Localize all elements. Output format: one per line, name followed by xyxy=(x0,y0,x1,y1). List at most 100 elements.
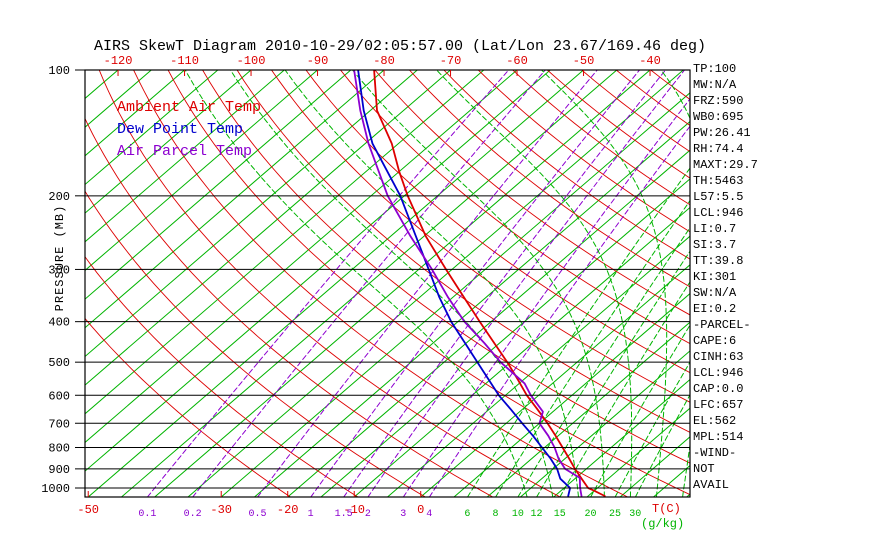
stats-line: L57:5.5 xyxy=(693,190,744,204)
isotherm-line xyxy=(254,120,690,497)
mixing-ratio-line xyxy=(192,70,546,497)
mixing-ratio-line xyxy=(367,70,685,497)
isotherm-line xyxy=(420,264,690,497)
dry-adiabat-line xyxy=(202,70,690,464)
isotherm-line xyxy=(87,70,584,497)
temp-axis-unit-label: T(C) xyxy=(652,502,681,516)
stats-line: PW:26.41 xyxy=(693,126,751,140)
isotherm-line xyxy=(121,70,618,497)
isotherm-line xyxy=(85,70,185,157)
isotherm-line xyxy=(653,464,690,497)
mixing-ratio-line xyxy=(402,98,690,497)
dry-adiabat-line xyxy=(167,70,690,496)
moist-adiabat-line xyxy=(351,70,605,497)
mixing-ratio-line xyxy=(517,226,690,497)
stats-line: KI:301 xyxy=(693,270,737,284)
isotherm-line xyxy=(553,378,690,497)
pressure-tick-label: 800 xyxy=(48,441,70,455)
mixing-ratio-line xyxy=(429,125,690,497)
mixing-ratio-line xyxy=(147,70,510,497)
isotherm-line xyxy=(85,70,285,243)
air-parcel-profile-line xyxy=(353,70,583,497)
pressure-tick-label: 100 xyxy=(48,64,70,78)
mixing-ratio-label: 2 xyxy=(365,509,371,520)
stats-line: LI:0.7 xyxy=(693,222,737,236)
isotherm-line xyxy=(453,292,690,497)
dry-adiabat-line xyxy=(443,70,690,260)
dry-adiabat-line xyxy=(133,70,628,497)
top-temp-label: -80 xyxy=(373,54,395,68)
isotherm-line xyxy=(85,70,518,444)
pressure-tick-label: 700 xyxy=(48,417,70,431)
mixing-ratio-line xyxy=(559,281,690,497)
stats-line: MPL:514 xyxy=(693,430,744,444)
mixing-ratio-axis-unit-label: (g/kg) xyxy=(641,517,685,531)
mixing-ratio-label: 15 xyxy=(554,509,566,520)
stats-line: LCL:946 xyxy=(693,206,744,220)
isotherm-line xyxy=(353,206,690,497)
isotherm-line xyxy=(320,178,690,497)
stats-line: FRZ:590 xyxy=(693,94,744,108)
stats-line: EL:562 xyxy=(693,414,737,428)
dry-adiabat-line xyxy=(85,255,359,497)
top-temp-label: -50 xyxy=(573,54,595,68)
isotherm-line xyxy=(586,407,690,497)
stats-line: LFC:657 xyxy=(693,398,744,412)
isotherm-line xyxy=(187,70,684,497)
dry-adiabat-line xyxy=(512,70,690,206)
mixing-ratio-line xyxy=(614,361,690,497)
bottom-temp-label: -20 xyxy=(277,503,299,517)
mixing-ratio-label: 6 xyxy=(464,509,470,520)
mixing-ratio-label: 8 xyxy=(492,509,498,520)
bottom-temp-label: -30 xyxy=(210,503,232,517)
isotherm-line xyxy=(85,70,86,71)
dry-adiabat-line xyxy=(271,70,690,403)
isotherm-line xyxy=(85,70,551,472)
dry-adiabat-line xyxy=(374,70,690,316)
mixing-ratio-line xyxy=(495,199,690,497)
stats-line: TH:5463 xyxy=(693,174,744,188)
legend-air-parcel-temp: Air Parcel Temp xyxy=(117,143,253,160)
top-temp-label: -120 xyxy=(104,54,133,68)
dew-point-profile-line xyxy=(357,70,571,497)
mixing-ratio-line xyxy=(343,70,666,497)
stats-line: LCL:946 xyxy=(693,366,744,380)
isotherm-line xyxy=(486,321,690,497)
dry-adiabat-line xyxy=(546,70,690,179)
moist-adiabat-line xyxy=(435,70,633,497)
mixing-ratio-line xyxy=(590,324,690,497)
mixing-ratio-line xyxy=(310,70,640,497)
pressure-tick-label: 1000 xyxy=(41,482,70,496)
ambient-temp-profile-line xyxy=(373,70,606,497)
dry-adiabat-line xyxy=(236,70,690,433)
stats-line: -PARCEL- xyxy=(693,318,751,332)
bottom-temp-label: 0 xyxy=(417,503,424,517)
stats-line: CAPE:6 xyxy=(693,334,737,348)
mixing-ratio-line xyxy=(257,70,598,497)
dry-adiabat-line xyxy=(85,117,493,497)
mixing-ratio-label: 0.2 xyxy=(184,509,202,520)
dry-adiabat-line xyxy=(85,317,291,497)
moist-adiabat-line xyxy=(229,70,554,497)
isotherm-line xyxy=(287,149,690,497)
dry-adiabat-line xyxy=(85,190,426,497)
mixing-ratio-line xyxy=(635,393,690,497)
top-temp-label: -60 xyxy=(506,54,528,68)
pressure-tick-label: 500 xyxy=(48,356,70,370)
stats-line: RH:74.4 xyxy=(693,142,744,156)
moist-adiabat-line xyxy=(540,70,668,497)
top-temp-label: -110 xyxy=(170,54,199,68)
pressure-tick-label: 300 xyxy=(48,263,70,277)
legend-dew-point-temp: Dew Point Temp xyxy=(117,121,244,138)
mixing-ratio-label: 0.5 xyxy=(249,509,267,520)
isotherm-line xyxy=(220,92,690,497)
moist-adiabat-line xyxy=(284,70,579,497)
pressure-tick-label: 900 xyxy=(48,463,70,477)
bottom-temp-label: -50 xyxy=(77,503,99,517)
isotherm-line xyxy=(154,70,651,497)
stats-line: MAXT:29.7 xyxy=(693,158,758,172)
stats-line: CINH:63 xyxy=(693,350,744,364)
mixing-ratio-label: 1.5 xyxy=(335,509,353,520)
